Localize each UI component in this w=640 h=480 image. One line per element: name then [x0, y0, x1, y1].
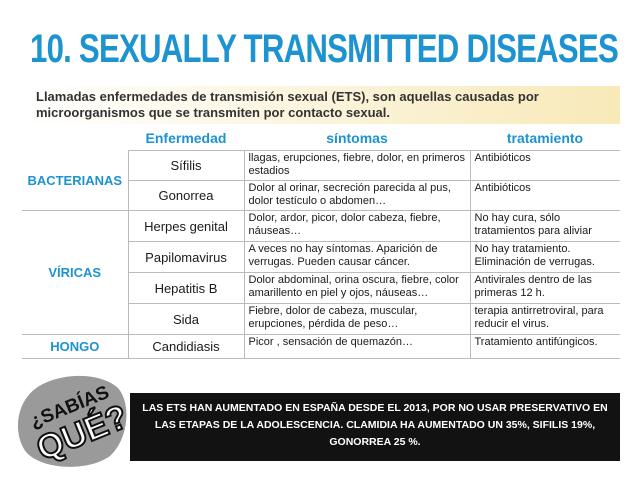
table-row: VÍRICAS Herpes genital Dolor, ardor, pic… — [22, 210, 620, 335]
treatment-cell: Antibióticos — [469, 150, 620, 181]
symptoms-cell: A veces no hay síntomas. Aparición de ve… — [243, 241, 471, 273]
intro-box: Llamadas enfermedades de transmisión sex… — [22, 86, 620, 124]
treatment-cell: terapia antirretroviral, para reducir el… — [469, 303, 620, 335]
disease-name: Herpes genital — [127, 210, 245, 242]
table-row: HONGO Candidiasis Picor , sensación de q… — [22, 334, 620, 359]
fact-banner: LAS ETS HAN AUMENTADO EN ESPAÑA DESDE EL… — [130, 393, 620, 461]
disease-name: Candidiasis — [127, 334, 245, 359]
symptoms-cell: Fiebre, dolor de cabeza, muscular, erupc… — [243, 303, 471, 335]
disease-name: Papilomavirus — [127, 241, 245, 273]
table-row: Hepatitis B Dolor abdominal, orina oscur… — [22, 272, 620, 304]
group-label-bacterianas: BACTERIANAS — [22, 150, 128, 211]
group-label-viricas: VÍRICAS — [22, 210, 128, 335]
treatment-cell: No hay cura, sólo tratamientos para aliv… — [469, 210, 620, 242]
symptoms-cell: Dolor al orinar, secreción parecida al p… — [243, 180, 471, 211]
disease-name: Sida — [127, 303, 245, 335]
symptoms-cell: Dolor, ardor, picor, dolor cabeza, fiebr… — [243, 210, 471, 242]
header-tratamiento: tratamiento — [470, 126, 620, 151]
disease-name: Sífilis — [127, 150, 245, 181]
page-title: 10. SEXUALLY TRANSMITTED DISEASES — [30, 27, 619, 71]
table-row: Papilomavirus A veces no hay síntomas. A… — [22, 241, 620, 273]
table-header-row: Enfermedad síntomas tratamiento — [22, 126, 620, 151]
header-enfermedad: Enfermedad — [128, 126, 244, 151]
treatment-cell: Tratamiento antifúngicos. — [469, 334, 620, 359]
treatment-cell: No hay tratamiento. Eliminación de verru… — [469, 241, 620, 273]
ets-table: Enfermedad síntomas tratamiento BACTERIA… — [22, 126, 620, 359]
symptoms-cell: llagas, erupciones, fiebre, dolor, en pr… — [243, 150, 471, 181]
disease-name: Hepatitis B — [127, 272, 245, 304]
treatment-cell: Antivirales dentro de las primeras 12 h. — [469, 272, 620, 304]
table-row: Gonorrea Dolor al orinar, secreción pare… — [22, 180, 620, 211]
badge-blob-shape — [17, 375, 127, 467]
intro-text: Llamadas enfermedades de transmisión sex… — [36, 89, 539, 120]
disease-name: Gonorrea — [127, 180, 245, 211]
symptoms-cell: Dolor abdominal, orina oscura, fiebre, c… — [243, 272, 471, 304]
header-sintomas: síntomas — [244, 126, 470, 151]
symptoms-cell: Picor , sensación de quemazón… — [243, 334, 471, 359]
sabias-que-badge: ¿SABÍAS QUÉ? — [17, 375, 132, 469]
group-label-hongo: HONGO — [22, 334, 128, 359]
table-row: BACTERIANAS Sífilis llagas, erupciones, … — [22, 150, 620, 211]
treatment-cell: Antibióticos — [469, 180, 620, 211]
header-group — [22, 126, 128, 151]
